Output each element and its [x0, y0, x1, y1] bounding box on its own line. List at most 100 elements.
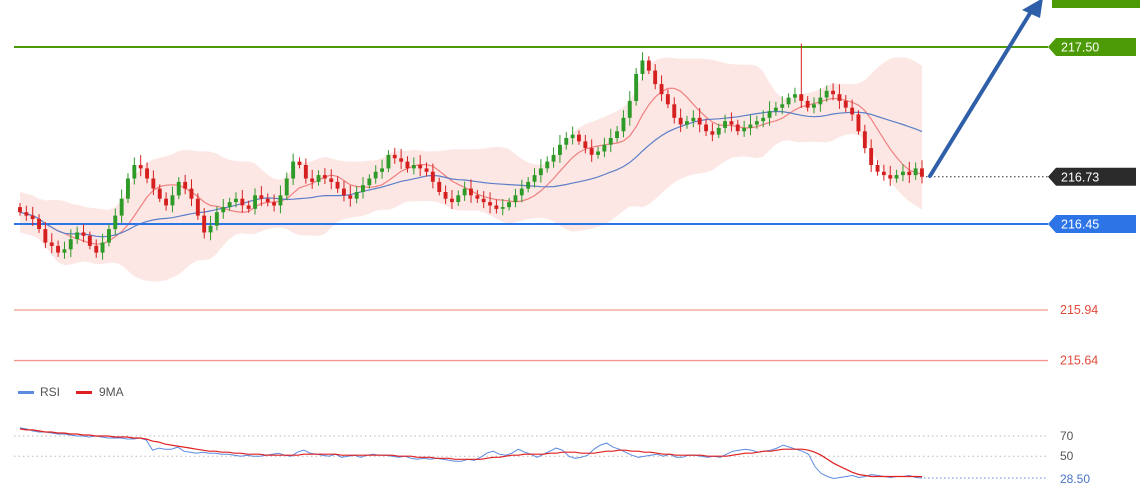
candle-body: [37, 218, 41, 229]
candle-body: [640, 60, 645, 74]
rsi-level-50-label: 50: [1060, 449, 1074, 463]
candle-body: [888, 175, 893, 179]
candle-body: [373, 171, 378, 179]
candle-body: [488, 202, 492, 206]
candle-body: [386, 154, 391, 169]
candle-body: [18, 207, 22, 213]
candle-body: [627, 100, 632, 118]
candle-body: [894, 175, 899, 179]
candle-body: [532, 175, 537, 182]
candle-body: [646, 60, 651, 71]
candle-body: [392, 154, 397, 159]
candle-body: [456, 195, 461, 202]
candle-body: [862, 131, 867, 149]
candle-body: [303, 165, 308, 179]
candle-body: [818, 97, 823, 105]
candle-body: [843, 100, 848, 108]
candle-body: [519, 188, 524, 196]
candle-body: [475, 195, 480, 199]
candle-body: [310, 178, 315, 182]
candle-body: [526, 181, 531, 189]
candle-body: [596, 151, 600, 155]
candle-body: [450, 198, 454, 203]
candle-body: [202, 215, 207, 233]
candle-body: [75, 232, 80, 240]
candle-body: [634, 74, 639, 101]
candle-body: [685, 121, 689, 125]
candle-body: [291, 161, 296, 179]
candle-body: [780, 104, 785, 108]
candle-body: [214, 212, 219, 226]
candle-body: [43, 229, 48, 243]
candle-body: [500, 207, 505, 209]
candle-body: [869, 148, 874, 165]
candle-body: [424, 168, 429, 172]
candle-body: [748, 124, 753, 128]
candle-body: [602, 144, 607, 152]
candle-body: [831, 90, 835, 95]
candle-body: [907, 171, 912, 176]
candle-body: [132, 165, 137, 179]
candle-body: [107, 229, 111, 243]
candle-body: [272, 202, 276, 206]
candle-body: [170, 195, 175, 206]
candlesticks: [18, 43, 924, 260]
bollinger-band-area: [20, 57, 922, 282]
candle-body: [56, 245, 60, 253]
candle-body: [361, 185, 365, 192]
candle-body: [665, 94, 670, 105]
candle-body: [443, 192, 448, 199]
candle-body: [672, 104, 677, 118]
candle-body: [113, 215, 118, 230]
candle-body: [259, 195, 264, 199]
candle-body: [411, 165, 416, 169]
candle-body: [691, 117, 696, 122]
candle-body: [430, 171, 435, 182]
candle-body: [754, 121, 759, 125]
candle-body: [462, 188, 467, 196]
candle-body: [723, 121, 727, 128]
candle-body: [151, 178, 156, 189]
candle-body: [901, 171, 905, 176]
candle-body: [100, 242, 105, 253]
candle-body: [24, 212, 29, 216]
candle-body: [913, 168, 918, 176]
candle-body: [805, 100, 810, 108]
candle-body: [875, 165, 880, 172]
candle-body: [183, 181, 188, 189]
candle-body: [729, 121, 734, 125]
candle-body: [189, 188, 194, 199]
candle-body: [418, 165, 423, 169]
candle-body: [234, 198, 238, 203]
candle-body: [615, 131, 619, 138]
candle-body: [716, 127, 721, 135]
candle-body: [481, 198, 486, 203]
candle-body: [545, 161, 550, 169]
candle-body: [119, 198, 124, 216]
candle-body: [87, 235, 92, 246]
candle-body: [335, 181, 340, 189]
candle-body: [138, 165, 143, 169]
rsi-reference-lines: [14, 435, 1048, 457]
candle-body: [513, 195, 518, 202]
candle-body: [583, 141, 588, 149]
candle-body: [710, 131, 715, 135]
candle-body: [507, 202, 511, 208]
candle-body: [704, 124, 708, 132]
current-price-label: 216.73: [1061, 170, 1099, 184]
candle-body: [812, 104, 816, 108]
candle-body: [265, 198, 270, 203]
trend-arrow: [928, 0, 1043, 178]
candle-body: [176, 181, 181, 196]
support1-price-label: 216.45: [1061, 218, 1099, 232]
candle-body: [678, 117, 683, 125]
rsi-lines: [19, 427, 1048, 480]
support3-price-label: 215.64: [1060, 354, 1098, 368]
candle-body: [589, 148, 594, 155]
candle-body: [837, 94, 842, 101]
rsi-line: [19, 427, 923, 480]
rsi-panel: RSI 9MA 70 50 28.50: [14, 385, 1090, 486]
candle-body: [786, 97, 791, 105]
price-axis-labels: 217.50 216.73 216.45 215.94 215.64: [1048, 0, 1140, 368]
